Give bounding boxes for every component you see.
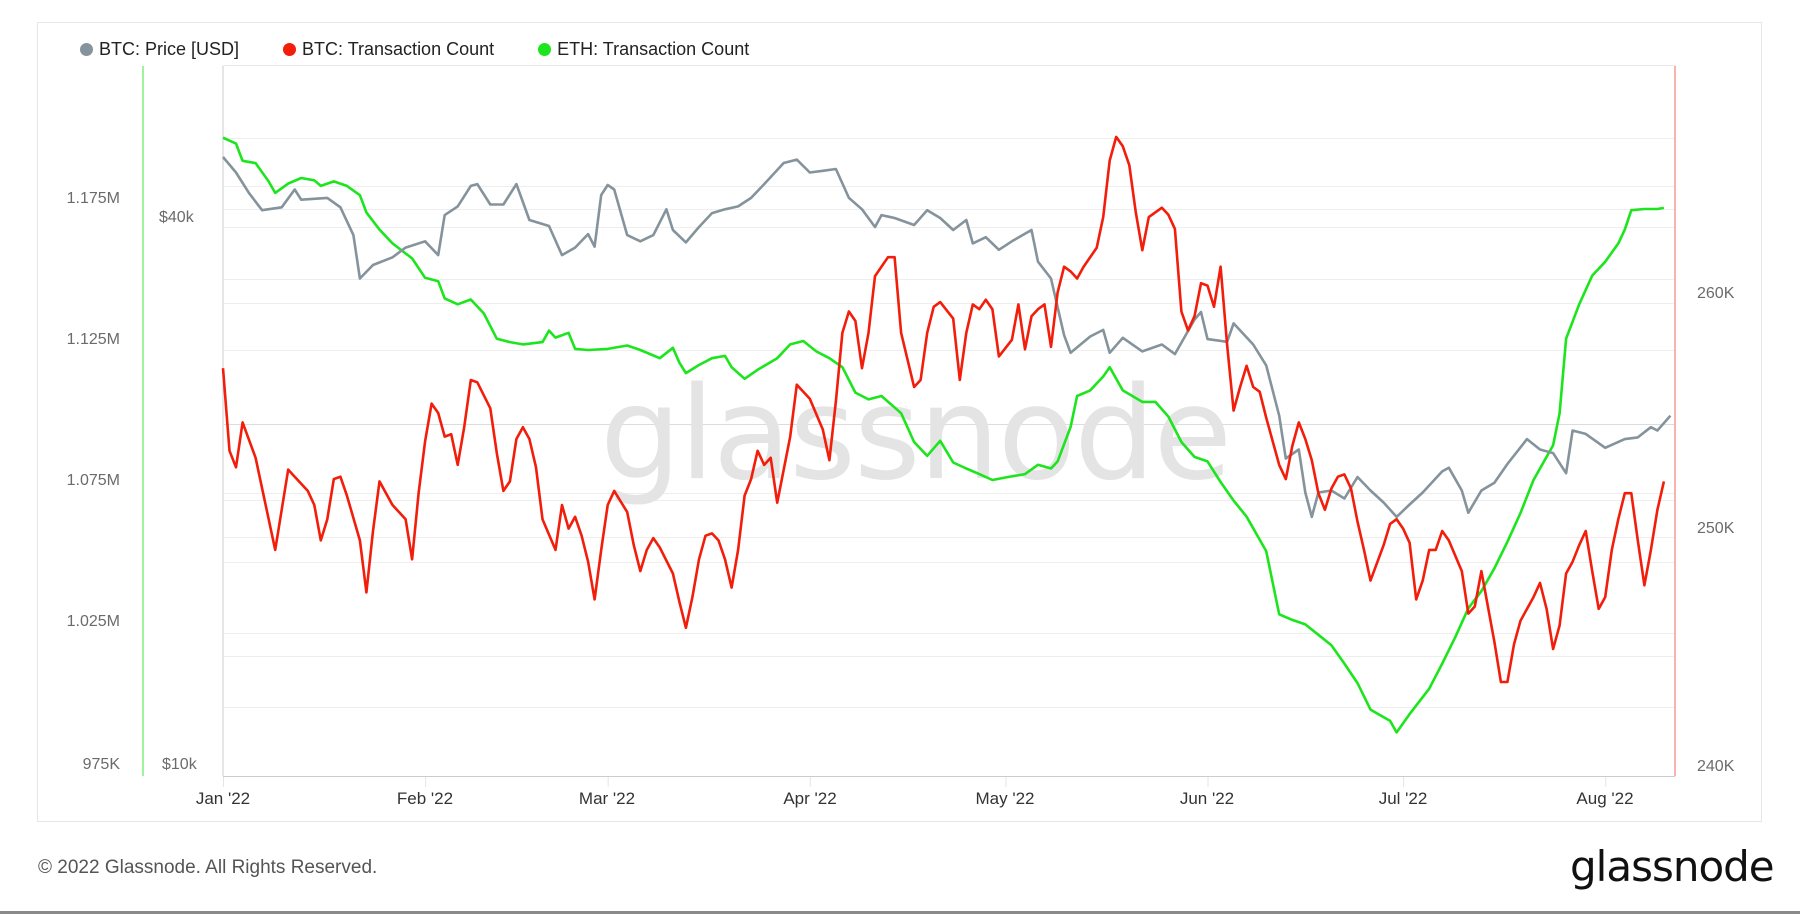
glassnode-logo[interactable]: glassnode <box>1570 842 1775 891</box>
chart-card <box>37 22 1762 822</box>
x-tick-label: Jul '22 <box>1378 789 1428 808</box>
y-tick-eth: 1.025M <box>66 613 120 630</box>
legend-item-btc-tx-count[interactable]: BTC: Transaction Count <box>283 39 494 60</box>
bottom-divider <box>0 911 1800 914</box>
x-tick-label: Apr '22 <box>783 789 837 808</box>
series-btc-tx-count[interactable] <box>221 135 1666 684</box>
y-tick-price: $40k <box>159 209 194 226</box>
gridlines <box>224 138 1674 708</box>
x-tick-marks <box>223 777 1607 787</box>
legend-item-btc-price[interactable]: BTC: Price [USD] <box>80 39 239 60</box>
legend-item-eth-tx-count[interactable]: ETH: Transaction Count <box>538 39 749 60</box>
legend-label: BTC: Price [USD] <box>99 38 240 59</box>
x-tick-label: Jan '22 <box>195 789 251 808</box>
y-tick-eth: 1.075M <box>66 472 120 489</box>
legend-dot-icon <box>283 42 297 56</box>
y-tick-eth: 975K <box>82 756 120 773</box>
y-tick-btc-tx: 260K <box>1697 285 1735 302</box>
legend-label: ETH: Transaction Count <box>557 38 750 59</box>
legend-label: BTC: Transaction Count <box>302 38 495 59</box>
x-tick-label: Feb '22 <box>396 789 454 808</box>
legend-dot-icon <box>80 42 93 56</box>
legend-dot-icon <box>538 42 552 56</box>
watermark: glassnode <box>600 360 1230 509</box>
x-tick-label: Aug '22 <box>1576 789 1634 808</box>
series-btc-price[interactable] <box>222 156 1672 519</box>
copyright-text: © 2022 Glassnode. All Rights Reserved. <box>38 857 378 878</box>
chart-legend: BTC: Price [USD] BTC: Transaction Count … <box>80 38 793 60</box>
y-tick-eth: 1.125M <box>66 331 120 348</box>
y-tick-price: $10k <box>162 756 197 773</box>
y-tick-btc-tx: 240K <box>1697 758 1735 775</box>
y-tick-eth: 1.175M <box>66 190 120 207</box>
x-tick-label: Jun '22 <box>1179 789 1235 808</box>
x-tick-label: Mar '22 <box>578 789 636 808</box>
series-eth-tx-count[interactable] <box>222 136 1665 734</box>
y-tick-btc-tx: 250K <box>1697 520 1735 537</box>
x-tick-label: May '22 <box>975 789 1035 808</box>
